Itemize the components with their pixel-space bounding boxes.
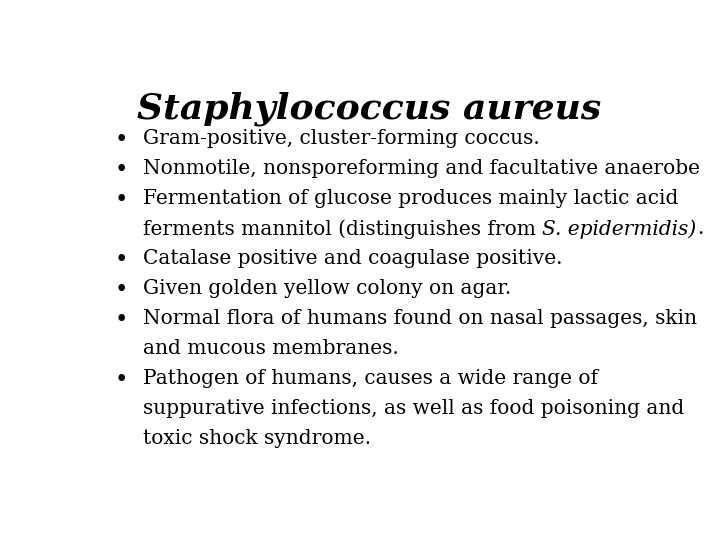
Text: S. epidermidis): S. epidermidis) (542, 219, 697, 239)
Text: Staphylococcus aureus: Staphylococcus aureus (137, 92, 601, 126)
Text: Given golden yellow colony on agar.: Given golden yellow colony on agar. (143, 279, 511, 298)
Text: •: • (115, 129, 128, 151)
Text: •: • (115, 159, 128, 181)
Text: •: • (115, 249, 128, 271)
Text: suppurative infections, as well as food poisoning and: suppurative infections, as well as food … (143, 399, 684, 417)
Text: Pathogen of humans, causes a wide range of: Pathogen of humans, causes a wide range … (143, 369, 598, 388)
Text: •: • (115, 309, 128, 331)
Text: ferments mannitol (distinguishes from: ferments mannitol (distinguishes from (143, 219, 542, 239)
Text: Nonmotile, nonsporeforming and facultative anaerobe: Nonmotile, nonsporeforming and facultati… (143, 159, 700, 178)
Text: •: • (115, 369, 128, 391)
Text: Catalase positive and coagulase positive.: Catalase positive and coagulase positive… (143, 249, 562, 268)
Text: •: • (115, 279, 128, 301)
Text: Gram-positive, cluster-forming coccus.: Gram-positive, cluster-forming coccus. (143, 129, 540, 149)
Text: Normal flora of humans found on nasal passages, skin: Normal flora of humans found on nasal pa… (143, 309, 697, 328)
Text: .: . (697, 219, 703, 238)
Text: Fermentation of glucose produces mainly lactic acid: Fermentation of glucose produces mainly … (143, 189, 678, 208)
Text: •: • (115, 189, 128, 211)
Text: toxic shock syndrome.: toxic shock syndrome. (143, 429, 371, 448)
Text: and mucous membranes.: and mucous membranes. (143, 339, 399, 358)
